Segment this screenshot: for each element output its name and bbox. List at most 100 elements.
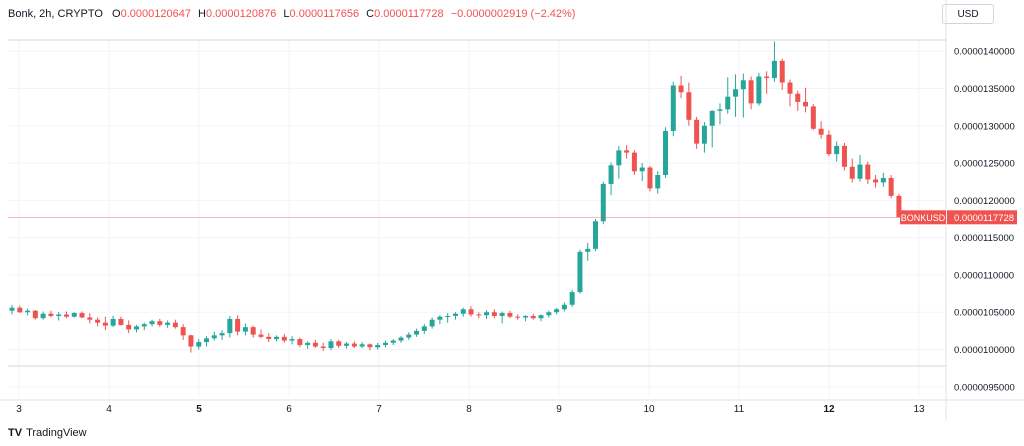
candle-body	[678, 85, 684, 93]
candle-body	[250, 327, 256, 335]
candle-body	[468, 309, 474, 315]
open-label: O	[112, 8, 121, 20]
candle-body	[48, 313, 54, 316]
candle-body	[873, 179, 879, 183]
candle-body	[515, 316, 521, 318]
x-tick-label: 9	[556, 404, 562, 415]
candle-body	[826, 134, 832, 155]
candle-body	[437, 316, 443, 320]
x-tick-label: 3	[16, 404, 22, 415]
low-value: 0.0000117656	[289, 8, 360, 20]
candle-body	[787, 82, 793, 94]
candle-body	[896, 195, 902, 218]
y-tick-label: 0.0000140000	[954, 47, 1015, 58]
candle-body	[460, 309, 466, 314]
y-tick-label: 0.0000125000	[954, 159, 1015, 170]
candle-body	[818, 128, 824, 135]
x-tick-label: 12	[823, 404, 835, 415]
candle-body	[320, 346, 326, 349]
candle-body	[670, 85, 676, 131]
y-tick-label: 0.0000095000	[954, 382, 1015, 393]
candle-body	[219, 333, 225, 336]
candle-body	[32, 310, 38, 319]
candle-body	[717, 109, 723, 111]
tradingview-logo-icon: TV	[8, 427, 23, 439]
high-value: 0.0000120876	[205, 8, 277, 20]
candle-body	[133, 326, 139, 330]
candle-body	[172, 322, 178, 328]
change-value: −0.0000002919 (−2.42%)	[450, 8, 576, 20]
candle-body	[600, 183, 606, 222]
candle-body	[530, 315, 536, 319]
candle-body	[25, 310, 31, 313]
candle-body	[102, 322, 108, 326]
candle-body	[561, 304, 567, 310]
candle-body	[663, 130, 669, 175]
candle-body	[655, 174, 661, 189]
candle-body	[390, 340, 396, 343]
y-tick-label: 0.0000115000	[954, 233, 1014, 244]
candle-body	[577, 251, 583, 293]
candle-body	[593, 221, 598, 249]
brand-name: TradingView	[26, 427, 87, 439]
candle-body	[445, 315, 451, 317]
candle-body	[841, 145, 847, 167]
candle-body	[756, 76, 762, 104]
y-tick-label: 0.0000135000	[954, 84, 1015, 95]
symbol-title[interactable]: Bonk, 2h, CRYPTO	[8, 8, 103, 20]
candle-body	[63, 314, 69, 317]
low-label: L	[283, 8, 290, 20]
candle-body	[398, 337, 404, 341]
candle-body	[414, 330, 420, 335]
candle-body	[880, 177, 886, 183]
candle-body	[141, 324, 147, 327]
candle-body	[40, 313, 46, 319]
candle-body	[375, 345, 381, 348]
candle-body	[795, 93, 801, 102]
candle-body	[79, 312, 85, 318]
candle-body	[242, 327, 248, 332]
candle-body	[538, 315, 544, 319]
close-label: C	[366, 8, 375, 20]
open-value: 0.0000120647	[120, 8, 191, 20]
candle-body	[118, 318, 124, 325]
x-tick-label: 8	[466, 404, 472, 415]
candle-body	[71, 312, 77, 317]
candle-body	[865, 164, 871, 180]
candle-body	[834, 145, 840, 155]
candle-body	[328, 341, 334, 349]
symbol-tag-box	[900, 210, 946, 225]
candle-body	[165, 322, 171, 325]
candle-body	[803, 101, 809, 107]
y-tick-label: 0.0000100000	[954, 345, 1015, 356]
candle-body	[258, 334, 264, 337]
candle-body	[608, 165, 614, 184]
last-price-box	[947, 210, 1017, 225]
candle-body	[733, 89, 739, 97]
candle-body	[180, 327, 186, 336]
candle-body	[631, 152, 637, 172]
y-tick-label: 0.0000105000	[954, 308, 1015, 319]
candle-body	[95, 319, 101, 323]
last-price-label: 0.0000117728	[954, 213, 1014, 224]
y-tick-label: 0.0000120000	[954, 196, 1015, 207]
candle-body	[701, 125, 707, 144]
candle-body	[764, 76, 770, 79]
candle-body	[406, 334, 412, 338]
candle-body	[204, 338, 209, 343]
candle-body	[235, 318, 241, 332]
currency-button[interactable]: USD	[942, 4, 994, 24]
x-tick-label: 11	[734, 404, 745, 415]
candle-body	[740, 80, 746, 90]
candle-body	[126, 324, 132, 330]
y-tick-label: 0.0000130000	[954, 121, 1015, 132]
x-tick-label: 4	[106, 404, 112, 415]
x-tick-label: 10	[643, 404, 655, 415]
tradingview-brand[interactable]: TV TradingView	[8, 427, 87, 439]
candle-body	[491, 312, 497, 316]
candle-body	[421, 326, 427, 331]
candle-body	[227, 318, 233, 334]
candle-body	[17, 307, 23, 313]
candle-body	[647, 167, 653, 189]
